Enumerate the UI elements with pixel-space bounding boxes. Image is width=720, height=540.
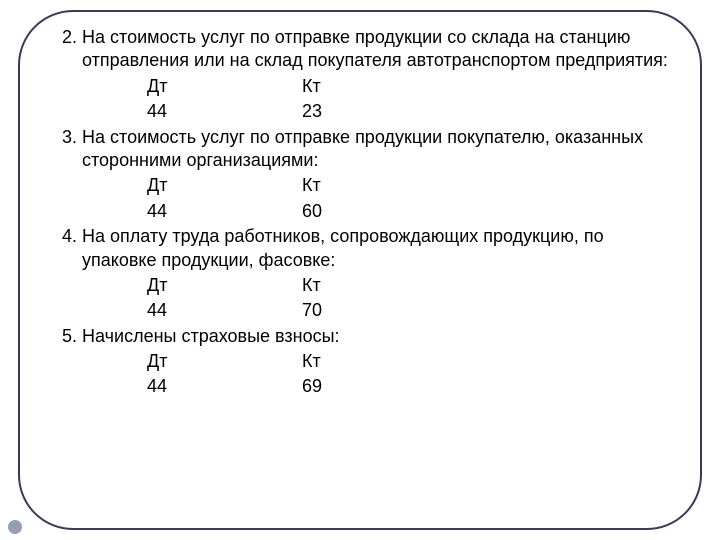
item-4-body: На оплату труда работников, сопровождающ… xyxy=(82,226,604,269)
item-3-header-row: Дт Кт xyxy=(147,174,672,197)
dt-label: Дт xyxy=(147,350,302,373)
kt-value: 69 xyxy=(302,375,402,398)
item-5-num: 5. xyxy=(62,326,77,346)
item-5-header-row: Дт Кт xyxy=(147,350,672,373)
kt-value: 23 xyxy=(302,100,402,123)
slide-content: 2. На стоимость услуг по отправке продук… xyxy=(62,26,672,401)
kt-value: 70 xyxy=(302,299,402,322)
dt-label: Дт xyxy=(147,174,302,197)
item-2-body: На стоимость услуг по отправке продукции… xyxy=(82,27,668,70)
item-2-num: 2. xyxy=(62,27,77,47)
dt-value: 44 xyxy=(147,200,302,223)
item-5-body: Начислены страховые взносы: xyxy=(82,326,340,346)
item-4-num: 4. xyxy=(62,226,77,246)
item-3-body: На стоимость услуг по отправке продукции… xyxy=(82,127,643,170)
item-4-text: 4. На оплату труда работников, сопровожд… xyxy=(62,225,672,272)
item-3-text: 3. На стоимость услуг по отправке продук… xyxy=(62,126,672,173)
kt-label: Кт xyxy=(302,75,402,98)
item-3-value-row: 44 60 xyxy=(147,200,672,223)
item-4-value-row: 44 70 xyxy=(147,299,672,322)
dt-label: Дт xyxy=(147,274,302,297)
item-3-num: 3. xyxy=(62,127,77,147)
dt-value: 44 xyxy=(147,299,302,322)
kt-label: Кт xyxy=(302,350,402,373)
dt-value: 44 xyxy=(147,100,302,123)
item-5-value-row: 44 69 xyxy=(147,375,672,398)
kt-label: Кт xyxy=(302,274,402,297)
item-4-header-row: Дт Кт xyxy=(147,274,672,297)
dt-label: Дт xyxy=(147,75,302,98)
dt-value: 44 xyxy=(147,375,302,398)
kt-value: 60 xyxy=(302,200,402,223)
item-2-header-row: Дт Кт xyxy=(147,75,672,98)
item-5-text: 5. Начислены страховые взносы: xyxy=(62,325,672,348)
corner-dot-icon xyxy=(8,520,22,534)
item-2-value-row: 44 23 xyxy=(147,100,672,123)
kt-label: Кт xyxy=(302,174,402,197)
item-2-text: 2. На стоимость услуг по отправке продук… xyxy=(62,26,672,73)
